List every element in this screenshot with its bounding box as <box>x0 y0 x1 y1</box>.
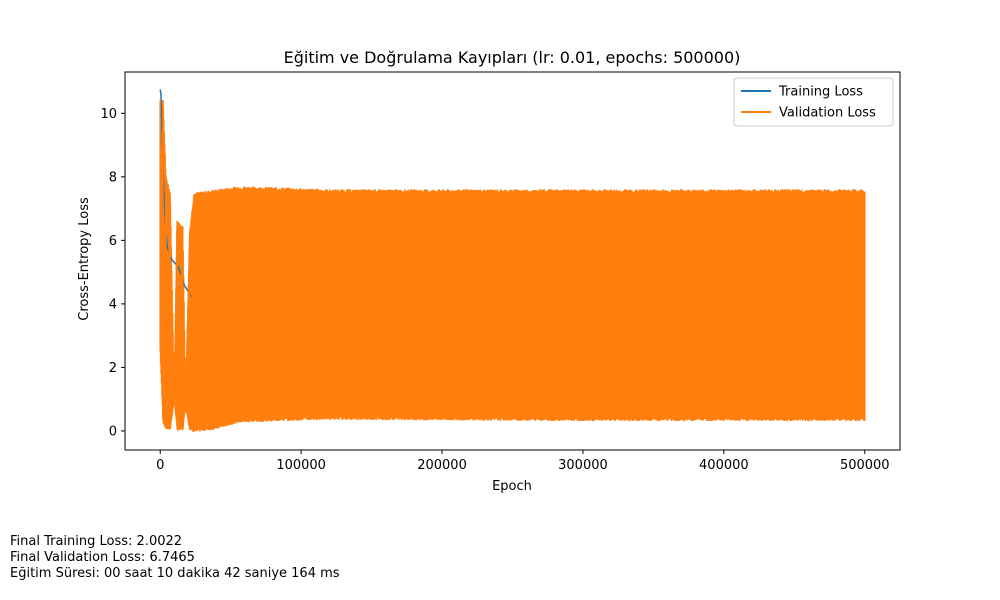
axes-frame <box>124 71 901 451</box>
validation-loss-line <box>159 99 866 433</box>
x-tick-label: 100000 <box>276 458 326 473</box>
training-time: Eğitim Süresi: 00 saat 10 dakika 42 sani… <box>10 566 340 581</box>
x-tick-label: 0 <box>156 458 164 473</box>
x-tick-label: 400000 <box>699 458 749 473</box>
y-tick-label: 0 <box>109 424 117 439</box>
x-axis-label: Epoch <box>492 479 532 494</box>
legend-box <box>733 77 894 127</box>
footer-stats: Final Training Loss: 2.0022 Final Valida… <box>10 534 340 582</box>
legend-label: Validation Loss <box>779 106 876 121</box>
legend: Training Loss Validation Loss <box>733 77 894 127</box>
x-tick-label: 200000 <box>417 458 467 473</box>
y-tick-label: 2 <box>109 361 117 376</box>
plot-area <box>159 89 866 433</box>
chart-title: Eğitim ve Doğrulama Kayıpları (lr: 0.01,… <box>284 48 741 67</box>
x-tick-label: 500000 <box>840 458 890 473</box>
final-validation-loss: Final Validation Loss: 6.7465 <box>10 550 195 565</box>
y-tick-label: 6 <box>109 234 117 249</box>
y-axis-label: Cross-Entropy Loss <box>77 197 92 321</box>
x-tick-label: 300000 <box>558 458 608 473</box>
final-training-loss: Final Training Loss: 2.0022 <box>10 534 183 549</box>
y-tick-label: 8 <box>109 170 117 185</box>
y-tick-label: 10 <box>100 107 117 122</box>
axes: 0 100000 200000 300000 400000 500000 0 2 4 6 8 10 <box>100 71 901 473</box>
legend-label: Training Loss <box>778 85 863 100</box>
y-tick-label: 4 <box>109 297 117 312</box>
validation-loss-early-spikes <box>159 100 195 431</box>
